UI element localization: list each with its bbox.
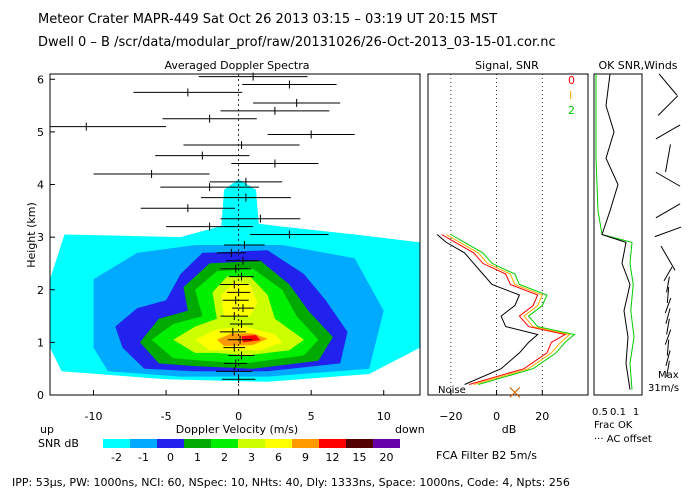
colorbar-swatch-1 [130,439,157,448]
legend-2: 2 [568,104,575,117]
wind-barb-3 [664,329,672,345]
wind-barb-0 [666,360,670,377]
colorbar-swatch-8 [319,439,346,448]
snr-contour-band-8 [221,281,258,317]
wind-barb-11 [654,226,682,238]
wind-barb-10 [660,245,676,271]
snr-series-I [446,234,571,385]
colorbar-swatch-10 [373,439,400,448]
wind-barb-16 [657,95,679,116]
colorbar-tick-label-10: 20 [380,451,394,464]
colorbar-swatch-2 [157,439,184,448]
y-tick-label: 2 [37,284,44,297]
x-tick-label: 0 [235,410,242,423]
doppler-xlabel: Doppler Velocity (m/s) [176,423,298,436]
doppler-axes-frame [49,73,421,396]
legend-1: I [569,89,572,102]
snr-x-tick-label: 20 [535,410,549,423]
snr-series-0 [441,234,567,385]
x-tick-label: -5 [161,410,172,423]
okwinds-title: OK SNR,Winds [598,59,677,72]
snr-axes-frame [427,73,589,396]
y-tick-label: 6 [37,73,44,86]
colorbar-tick-label-0: -2 [111,451,122,464]
wind-barb-12 [655,203,681,219]
colorbar: -2 -1 0 1 2 3 6 9 12 15 20 [103,439,400,464]
ok-series-frac_ok [595,74,635,390]
legend-0: 0 [568,74,575,87]
wind-barb-5 [665,308,671,324]
down-label: down [395,423,425,436]
snr-series-2 [450,234,576,385]
ok-x-tick-label: 0.1 [610,407,626,418]
colorbar-tick-label-3: 1 [194,451,201,464]
snr-xlabel: dB [502,423,517,436]
up-label: up [40,423,54,436]
max-label: Max [658,370,679,381]
wind-barb-8 [666,276,670,293]
header-line-1: Meteor Crater MAPR-449 Sat Oct 26 2013 0… [38,12,497,27]
doppler-title: Averaged Doppler Spectra [164,59,309,72]
footer-params: IPP: 53μs, PW: 1000ns, NCI: 60, NSpec: 1… [12,476,570,489]
snr-contour-band-10 [241,335,261,343]
wind-barb-1 [665,350,671,367]
colorbar-label: SNR dB [38,437,79,450]
spectral-bars [50,72,355,384]
okwinds-plot: 0.5 0.1 1 [592,73,682,418]
noise-marker [509,386,521,398]
y-tick-label: 5 [37,126,44,139]
noise-label: Noise [438,385,466,396]
wind-barb-15 [655,124,681,140]
snr-x-tick-label: 0 [493,410,500,423]
colorbar-tick-label-1: -1 [138,451,149,464]
snr-series-signal [436,234,539,385]
doppler-ticks: -10 -5 0 5 10 0 1 2 3 4 5 6 [37,73,391,423]
max-speed-label: 31m/s [648,383,679,394]
wind-barb-2 [666,339,670,356]
colorbar-tick-label-9: 15 [353,451,367,464]
y-tick-label: 0 [37,389,44,402]
ok-x-tick-label: 1 [633,407,639,418]
wind-barb-13 [655,171,681,187]
snr-plot: −20 0 20 [436,74,589,423]
ok-series-ac_offset [601,73,631,390]
doppler-heatmap [50,74,420,395]
frac-ok-label: Frac OK [594,420,633,431]
wind-barb-7 [666,287,670,304]
colorbar-tick-label-4: 2 [221,451,228,464]
snr-contour-band-1 [221,179,259,227]
colorbar-tick-label-7: 9 [302,451,309,464]
colorbar-swatch-6 [265,439,292,448]
frac-axes-frame [593,73,643,396]
ac-offset-label: ··· AC offset [594,434,652,445]
colorbar-swatch-9 [346,439,373,448]
colorbar-swatch-0 [103,439,130,448]
x-tick-label: 5 [308,410,315,423]
wind-barb-14 [665,144,671,173]
colorbar-tick-label-2: 0 [167,451,174,464]
colorbar-tick-label-8: 12 [326,451,340,464]
colorbar-swatch-5 [238,439,265,448]
colorbar-tick-label-5: 3 [248,451,255,464]
y-tick-label: 4 [37,179,44,192]
colorbar-swatch-7 [292,439,319,448]
wind-barb-17 [658,73,678,96]
snr-title: Signal, SNR [475,59,539,72]
colorbar-swatch-4 [211,439,238,448]
ok-x-tick-label: 0.5 [592,407,608,418]
wind-barb-6 [664,297,672,314]
wind-barb-4 [666,318,670,335]
wind-barb-9 [663,266,673,282]
y-tick-label: 1 [37,336,44,349]
filter-label: FCA Filter B2 5m/s [436,449,537,462]
colorbar-swatch-3 [184,439,211,448]
snr-x-tick-label: −20 [439,410,462,423]
doppler-ylabel: Height (km) [25,202,38,268]
x-tick-label: -10 [85,410,103,423]
colorbar-tick-label-6: 6 [275,451,282,464]
x-tick-label: 10 [377,410,391,423]
y-tick-label: 3 [37,231,44,244]
header-line-2: Dwell 0 – B /scr/data/modular_prof/raw/2… [38,35,556,50]
